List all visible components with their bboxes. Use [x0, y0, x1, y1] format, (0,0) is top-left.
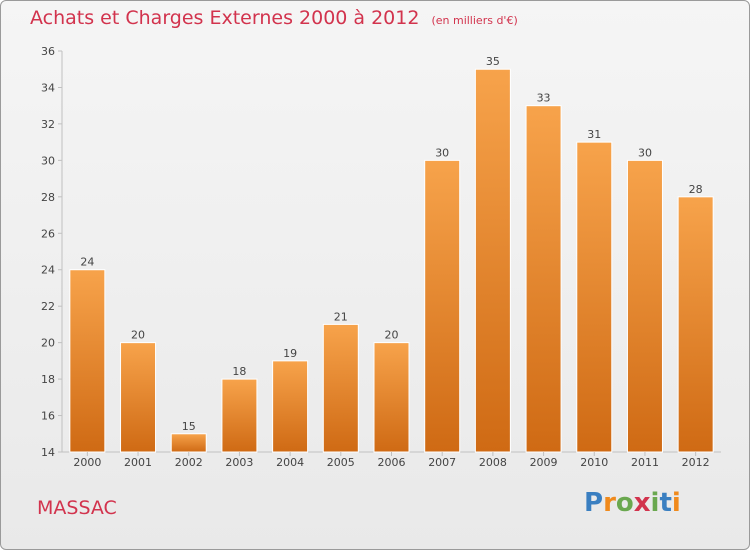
logo-letter: P — [584, 488, 604, 518]
chart-header: Achats et Charges Externes 2000 à 2012 (e… — [30, 7, 518, 29]
bar-value-label: 20 — [131, 329, 145, 342]
bar-2011 — [626, 159, 663, 453]
x-tick-label: 2000 — [73, 456, 101, 469]
y-tick-label: 28 — [41, 191, 55, 204]
bar-2003 — [221, 378, 258, 453]
x-tick-label: 2004 — [276, 456, 304, 469]
bar-2007 — [424, 159, 461, 453]
x-tick-label: 2002 — [175, 456, 203, 469]
y-tick-label: 36 — [41, 45, 55, 58]
logo-letter: i — [671, 488, 681, 518]
bar-2006 — [373, 342, 410, 453]
bar-2008 — [474, 68, 511, 453]
bar-value-label: 24 — [80, 256, 94, 269]
bar-value-label: 21 — [334, 310, 348, 323]
bar-value-label: 30 — [638, 146, 652, 159]
x-tick-label: 2001 — [124, 456, 152, 469]
logo-letter: o — [615, 488, 634, 518]
x-tick-label: 2005 — [327, 456, 355, 469]
bar-2009 — [525, 105, 562, 453]
x-tick-label: 2003 — [225, 456, 253, 469]
chart-subtitle: (en milliers d'€) — [431, 14, 518, 27]
logo-letter: i — [650, 488, 660, 518]
proxiti-logo: Proxiti — [584, 488, 681, 518]
y-tick-label: 30 — [41, 154, 55, 167]
chart-title: Achats et Charges Externes 2000 à 2012 — [30, 7, 420, 29]
y-tick-label: 16 — [41, 410, 55, 423]
bar-value-label: 19 — [283, 347, 297, 360]
x-tick-label: 2008 — [479, 456, 507, 469]
bar-value-label: 28 — [689, 183, 703, 196]
bar-value-label: 30 — [435, 146, 449, 159]
x-tick-label: 2012 — [682, 456, 710, 469]
x-tick-label: 2009 — [530, 456, 558, 469]
y-tick-label: 18 — [41, 373, 55, 386]
y-tick-label: 32 — [41, 118, 55, 131]
bar-value-label: 31 — [587, 128, 601, 141]
bar-2010 — [576, 141, 613, 453]
bar-2000 — [69, 269, 106, 453]
y-tick-label: 14 — [41, 446, 55, 459]
logo-letter: r — [603, 488, 616, 518]
bar-value-label: 35 — [486, 55, 500, 68]
bar-2004 — [272, 360, 309, 453]
bar-value-label: 20 — [385, 329, 399, 342]
logo-letter: x — [633, 488, 651, 518]
y-tick-label: 20 — [41, 337, 55, 350]
y-tick-label: 24 — [41, 264, 55, 277]
x-tick-label: 2011 — [631, 456, 659, 469]
y-tick-label: 22 — [41, 300, 55, 313]
bar-2001 — [120, 342, 157, 453]
bar-value-label: 15 — [182, 420, 196, 433]
commune-name: MASSAC — [37, 497, 117, 519]
x-tick-label: 2007 — [428, 456, 456, 469]
x-tick-label: 2006 — [378, 456, 406, 469]
bar-value-label: 33 — [537, 92, 551, 105]
logo-letter: t — [659, 488, 672, 518]
bar-2002 — [170, 433, 207, 453]
bar-2012 — [677, 196, 714, 453]
bar-value-label: 18 — [232, 365, 246, 378]
y-tick-label: 34 — [41, 81, 55, 94]
y-tick-label: 26 — [41, 227, 55, 240]
bar-2005 — [322, 323, 359, 453]
x-tick-label: 2010 — [580, 456, 608, 469]
